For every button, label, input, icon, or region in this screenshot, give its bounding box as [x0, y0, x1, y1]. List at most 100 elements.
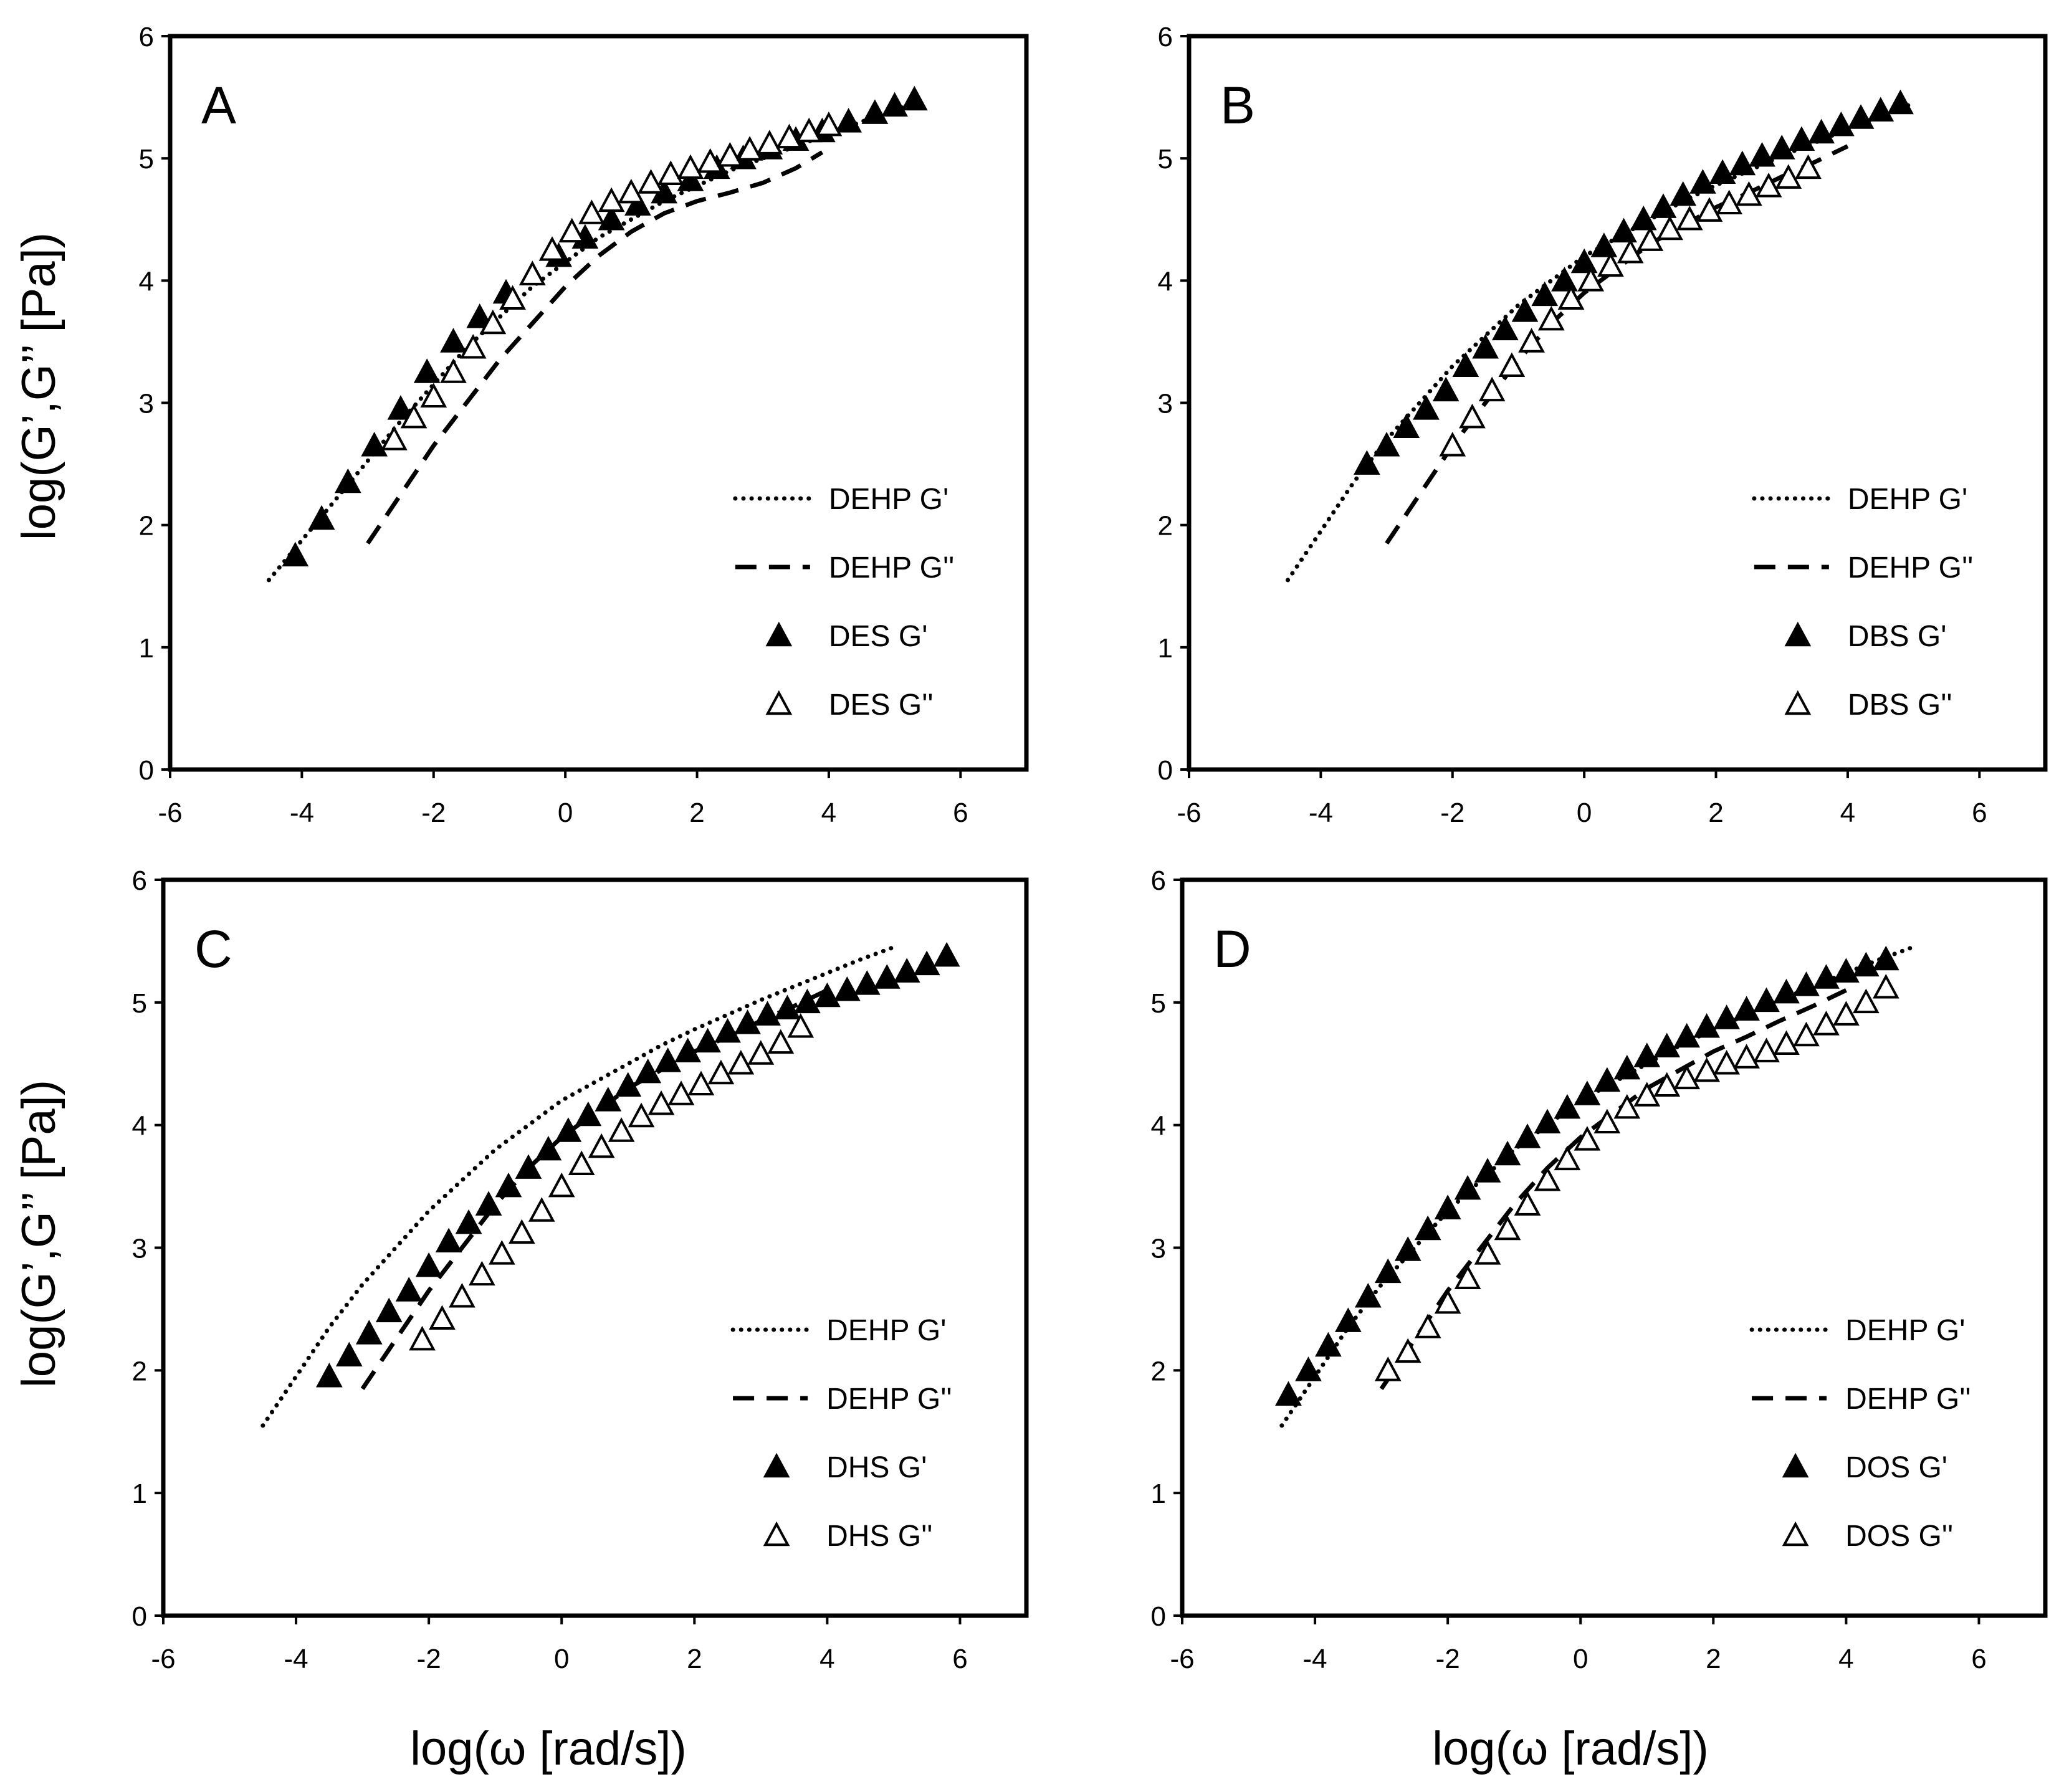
- panel-b-x-tick-label: -2: [1440, 798, 1464, 828]
- panel-d-series-dos-g-point: [1514, 1191, 1541, 1216]
- panel-d-series-dos-g-point: [1394, 1236, 1421, 1261]
- panel-a-y-tick-label: 1: [139, 633, 154, 664]
- panel-d-series-dos-g-point: [1534, 1108, 1561, 1134]
- panel-a-series-des-g-point: [479, 309, 507, 335]
- panel-b-series-dbs-g-point: [1736, 181, 1762, 206]
- panel-c-y-tick-label: 3: [132, 1234, 147, 1264]
- panel-a-series-des-g-point: [736, 136, 763, 161]
- panel-a-x-tick-label: -6: [158, 798, 182, 828]
- panel-d-legend-swatch-open-triangle: [1782, 1521, 1809, 1547]
- panel-a-series-des-g-point: [361, 431, 388, 457]
- panel-b-series-dbs-g-point: [1491, 315, 1519, 341]
- panel-b-series-dbs-g-point: [1432, 376, 1460, 402]
- panel-b-series-dbs-g-point: [1597, 252, 1624, 277]
- panel-c-series-dhs-g-point: [647, 1090, 675, 1115]
- panel-a-letter: A: [201, 76, 236, 135]
- x-axis-title-right: log(ω [rad/s]): [1432, 1722, 1709, 1775]
- panel-c-x-tick-label: -2: [417, 1644, 441, 1674]
- panel-a-y-tick-label: 0: [139, 755, 154, 786]
- panel-c-y-tick-label: 5: [132, 988, 147, 1019]
- panel-b-y-tick-label: 6: [1158, 22, 1173, 52]
- panel-d-series-dos-g-point: [1474, 1158, 1501, 1183]
- panel-c-y-tick-label: 6: [132, 865, 147, 896]
- panel-a-series-dehp-g-line: [366, 150, 824, 545]
- panel-b-series-dbs-g-point: [1650, 193, 1677, 218]
- panel-a-series-des-g-point: [440, 358, 467, 383]
- panel-b-series-dbs-g-point: [1808, 118, 1835, 144]
- panel-d-series-dos-g-point: [1733, 996, 1760, 1021]
- panel-d-series-dos-g-point: [1574, 1126, 1601, 1151]
- panel-c-x-tick-label: -4: [284, 1644, 308, 1674]
- panel-d-series-dehp-g-line: [1379, 988, 1847, 1390]
- panel-c-x-tick-label: 4: [819, 1644, 834, 1674]
- panel-b-series-dbs-g-point: [1551, 267, 1578, 292]
- panel-b-y-tick-label: 5: [1158, 144, 1173, 174]
- panel-d-series-dos-g-point: [1434, 1289, 1461, 1314]
- panel-d-series-dos-g-point: [1813, 964, 1840, 989]
- panel-d-y-tick-label: 4: [1151, 1111, 1166, 1141]
- panel-d-y-tick-label: 2: [1151, 1356, 1166, 1386]
- panel-d-series-dos-g-point: [1733, 1044, 1760, 1069]
- panel-d-series-dos-g-point: [1593, 1067, 1621, 1092]
- panel-d-series-dos-g-point: [1852, 951, 1880, 977]
- panel-c-series-dhs-g-point: [754, 1001, 781, 1026]
- panel-b-series-dbs-g-point: [1656, 215, 1683, 241]
- panel-d-series-dos-g-point: [1295, 1356, 1322, 1381]
- panel-d-series-dos-g-point: [1374, 1258, 1402, 1284]
- panel-b-legend-label: DBS G': [1848, 620, 1947, 653]
- panel-b-series-dbs-g-point: [1413, 395, 1440, 420]
- panel-c-series-dhs-g-point: [853, 970, 881, 995]
- panel-c-series-dhs-g-point: [767, 1029, 795, 1054]
- panel-d-y-tick-label: 5: [1151, 988, 1166, 1019]
- panel-b-series-dbs-g-point: [1452, 352, 1479, 377]
- panel-a-series-des-g-point: [466, 303, 494, 328]
- panel-c-y-tick-label: 0: [132, 1601, 147, 1632]
- panel-c-series-dhs-g-point: [535, 1135, 562, 1161]
- panel-c-series-dhs-g-point: [814, 982, 841, 1008]
- panel-b-series-dbs-g-point: [1498, 352, 1526, 377]
- panel-c-series-dhs-g-point: [515, 1154, 542, 1179]
- panel-b-y-tick-label: 1: [1158, 633, 1173, 664]
- panel-b-series-dbs-g-point: [1617, 239, 1644, 264]
- panel-d-y-tick-label: 3: [1151, 1234, 1166, 1264]
- panel-c-series-dehp-g-line: [260, 945, 896, 1428]
- panel-a-series-des-g-point: [282, 541, 309, 567]
- panel-b-series-dbs-g-point: [1354, 450, 1380, 475]
- panel-d-series-dos-g-point: [1793, 1021, 1820, 1047]
- panel-a-series-des-g-point: [697, 148, 724, 173]
- panel-d-series-dos-g-point: [1454, 1264, 1481, 1290]
- panel-a-series-des-g-point: [901, 85, 928, 111]
- panel-c-series-dhs-g-point: [335, 1342, 363, 1367]
- panel-a-series-des-g-point: [413, 358, 441, 383]
- panel-b-y-tick-label: 2: [1158, 511, 1173, 541]
- panel-a-x-tick-label: 0: [558, 798, 573, 828]
- panel-c-series-dhs-g-point: [595, 1087, 622, 1112]
- panel-a-y-tick-label: 4: [139, 266, 154, 297]
- panel-c-series-dhs-g-point: [469, 1261, 495, 1286]
- panel-c-x-tick-label: 6: [952, 1644, 967, 1674]
- panel-b-x-tick-label: 4: [1840, 798, 1855, 828]
- panel-c-series-dhs-g-point: [747, 1040, 775, 1065]
- panel-d-series-dos-g-point: [1354, 1283, 1382, 1308]
- panel-b-legend-label: DEHP G'': [1848, 551, 1974, 584]
- panel-a-series-des-g-point: [400, 403, 428, 429]
- panel-a-series-des-g-point: [717, 142, 743, 167]
- panel-c-series-dhs-g-point: [528, 1197, 555, 1222]
- panel-a-plot-frame: [168, 34, 1029, 772]
- panel-c-series-dhs-g-point: [608, 1117, 635, 1142]
- panel-d-x-tick-label: 0: [1573, 1644, 1588, 1674]
- panel-a-series-des-g-point: [861, 99, 889, 124]
- panel-a-series-des-g-point: [499, 285, 526, 310]
- panel-c-legend-label: DHS G'': [826, 1520, 932, 1553]
- panel-d-series-dos-g-point: [1494, 1140, 1521, 1166]
- panel-d-series-dos-g-point: [1554, 1094, 1581, 1119]
- panel-c-series-dhs-g-point: [555, 1117, 582, 1142]
- panel-b-series-dbs-g-point: [1537, 305, 1565, 331]
- panel-d-series-dos-g-point: [1414, 1313, 1441, 1338]
- panel-d-series-dos-g-point: [1454, 1175, 1481, 1200]
- panel-d-series-dos-g-point: [1773, 978, 1800, 1004]
- panel-c-series-dhs-g-point: [694, 1027, 721, 1053]
- panel-d-series-dos-g-point: [1653, 1032, 1681, 1057]
- panel-c-legend-label: DEHP G': [826, 1314, 946, 1347]
- panel-c-series-dhs-g-point: [575, 1101, 602, 1127]
